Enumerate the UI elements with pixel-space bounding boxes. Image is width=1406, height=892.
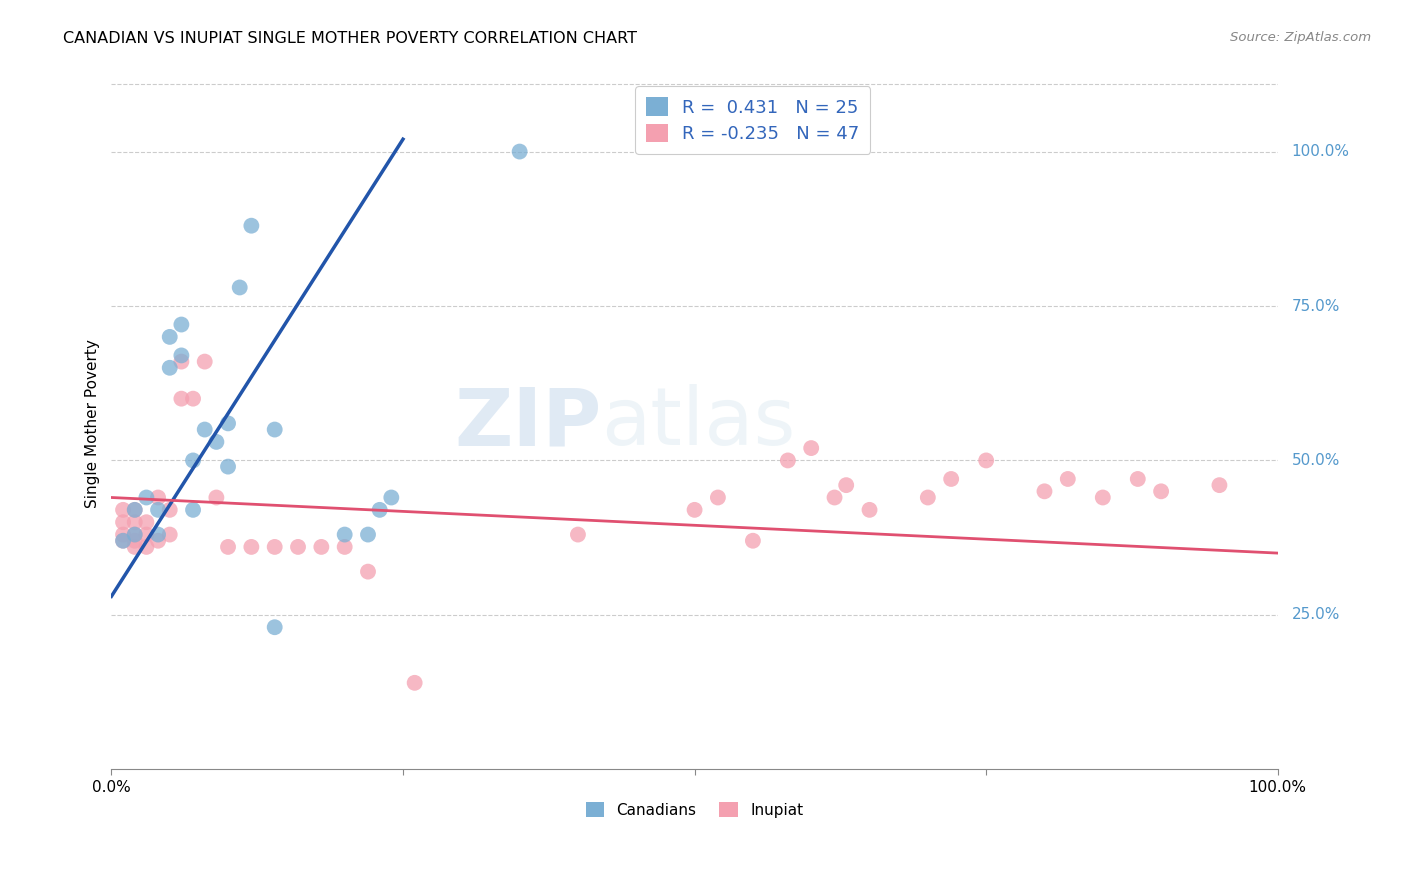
- Point: [240, 540, 263, 554]
- Point: [1208, 478, 1230, 492]
- Text: 50.0%: 50.0%: [1292, 453, 1340, 468]
- Point: [1056, 472, 1078, 486]
- Point: [228, 280, 250, 294]
- Point: [146, 491, 169, 505]
- Point: [567, 527, 589, 541]
- Point: [159, 527, 181, 541]
- Point: [112, 533, 135, 548]
- Point: [112, 527, 135, 541]
- Point: [181, 503, 204, 517]
- Point: [240, 219, 263, 233]
- Point: [159, 360, 181, 375]
- Point: [404, 675, 426, 690]
- Point: [380, 491, 402, 505]
- Point: [135, 540, 157, 554]
- Point: [333, 527, 356, 541]
- Point: [707, 491, 730, 505]
- Point: [835, 478, 858, 492]
- Point: [124, 527, 146, 541]
- Point: [135, 515, 157, 529]
- Point: [181, 453, 204, 467]
- Point: [205, 491, 228, 505]
- Point: [146, 533, 169, 548]
- Text: Source: ZipAtlas.com: Source: ZipAtlas.com: [1230, 31, 1371, 45]
- Point: [1126, 472, 1149, 486]
- Point: [217, 540, 239, 554]
- Point: [170, 348, 193, 362]
- Point: [858, 503, 880, 517]
- Point: [194, 354, 217, 368]
- Point: [146, 503, 169, 517]
- Legend: Canadians, Inupiat: Canadians, Inupiat: [579, 796, 810, 824]
- Point: [146, 527, 169, 541]
- Point: [124, 540, 146, 554]
- Point: [824, 491, 846, 505]
- Text: 100.0%: 100.0%: [1292, 145, 1350, 159]
- Point: [974, 453, 997, 467]
- Point: [112, 515, 135, 529]
- Point: [124, 503, 146, 517]
- Point: [368, 503, 391, 517]
- Point: [159, 503, 181, 517]
- Point: [135, 491, 157, 505]
- Point: [124, 503, 146, 517]
- Point: [263, 540, 285, 554]
- Point: [287, 540, 309, 554]
- Point: [1033, 484, 1056, 499]
- Text: 25.0%: 25.0%: [1292, 607, 1340, 623]
- Point: [263, 620, 285, 634]
- Point: [181, 392, 204, 406]
- Text: ZIP: ZIP: [454, 384, 602, 462]
- Point: [159, 330, 181, 344]
- Point: [263, 423, 285, 437]
- Point: [135, 527, 157, 541]
- Point: [800, 441, 823, 455]
- Point: [941, 472, 963, 486]
- Point: [170, 392, 193, 406]
- Point: [170, 354, 193, 368]
- Y-axis label: Single Mother Poverty: Single Mother Poverty: [86, 339, 100, 508]
- Point: [124, 515, 146, 529]
- Point: [124, 533, 146, 548]
- Point: [205, 434, 228, 449]
- Point: [333, 540, 356, 554]
- Point: [1091, 491, 1114, 505]
- Point: [217, 417, 239, 431]
- Point: [741, 533, 763, 548]
- Point: [357, 565, 380, 579]
- Point: [112, 533, 135, 548]
- Point: [509, 145, 531, 159]
- Point: [776, 453, 799, 467]
- Point: [217, 459, 239, 474]
- Point: [112, 503, 135, 517]
- Point: [194, 423, 217, 437]
- Point: [683, 503, 706, 517]
- Text: atlas: atlas: [602, 384, 796, 462]
- Point: [917, 491, 939, 505]
- Point: [124, 527, 146, 541]
- Point: [311, 540, 333, 554]
- Point: [1150, 484, 1173, 499]
- Text: 75.0%: 75.0%: [1292, 299, 1340, 313]
- Point: [357, 527, 380, 541]
- Text: CANADIAN VS INUPIAT SINGLE MOTHER POVERTY CORRELATION CHART: CANADIAN VS INUPIAT SINGLE MOTHER POVERT…: [63, 31, 637, 46]
- Point: [170, 318, 193, 332]
